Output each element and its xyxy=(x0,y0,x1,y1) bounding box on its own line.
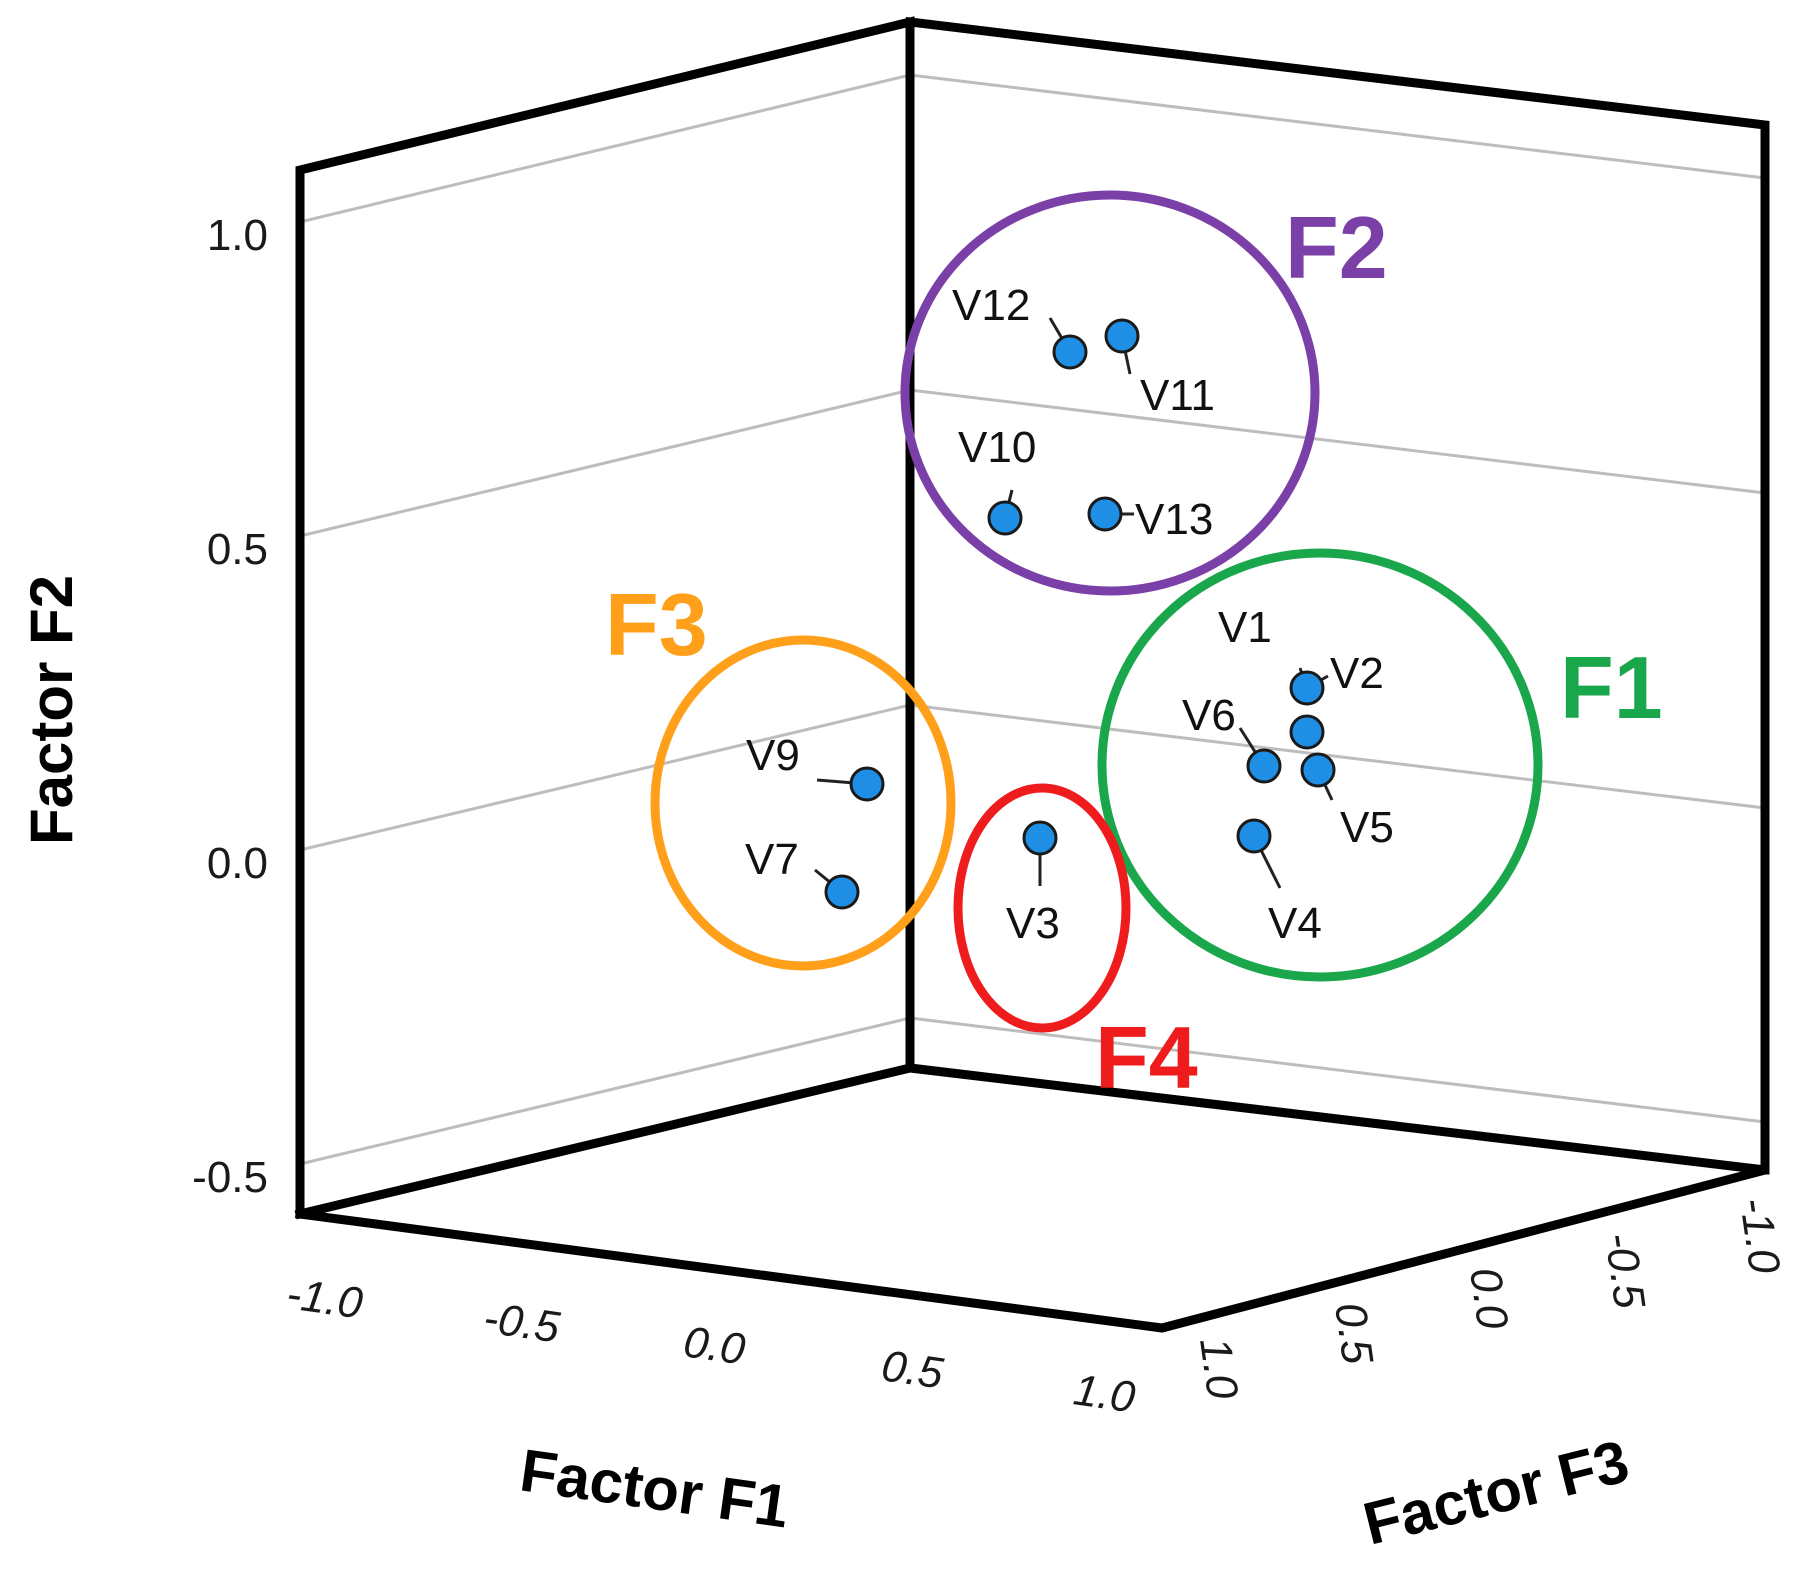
data-point-v2 xyxy=(1289,714,1325,750)
box-frame xyxy=(294,16,1770,1333)
y-tick: 1.0 xyxy=(207,211,268,260)
z-tick: -0.5 xyxy=(1595,1230,1654,1312)
x-tick: 0.5 xyxy=(879,1341,947,1398)
z-tick: 1.0 xyxy=(1190,1335,1247,1403)
x-tick: -0.5 xyxy=(481,1293,563,1352)
data-point-v6 xyxy=(1246,748,1282,784)
point-label-v6: V6 xyxy=(1182,691,1236,740)
x-tick: 1.0 xyxy=(1071,1365,1139,1422)
cluster-outline-f3 xyxy=(650,635,956,971)
x-tick: 0.0 xyxy=(681,1317,749,1374)
grid-left-0.0 xyxy=(299,703,911,852)
point-label-v9: V9 xyxy=(746,731,800,780)
z-tick: 0.5 xyxy=(1325,1300,1382,1368)
z-axis-title: Factor F3 xyxy=(1357,1427,1635,1557)
data-point-v12 xyxy=(1052,334,1088,370)
cluster-label-f2: F2 xyxy=(1285,198,1388,297)
point-label-v3: V3 xyxy=(1006,899,1060,948)
x-tick: -1.0 xyxy=(284,1269,366,1328)
cluster-outlines: F1 F2 F3 F4 xyxy=(605,190,1663,1107)
data-point-v7 xyxy=(824,874,860,910)
cluster-label-f3: F3 xyxy=(605,575,708,674)
point-label-v12: V12 xyxy=(952,281,1030,330)
point-label-v1: V1 xyxy=(1218,603,1272,652)
data-point-v13 xyxy=(1087,496,1123,532)
grid-right--0.5 xyxy=(909,1016,1766,1124)
grid-right-0.0 xyxy=(909,703,1766,810)
point-label-v11: V11 xyxy=(1140,371,1215,420)
z-tick: -1.0 xyxy=(1730,1195,1789,1277)
y-tick: -0.5 xyxy=(192,1153,268,1202)
cluster-outline-f1 xyxy=(1097,548,1543,982)
data-point-v10 xyxy=(987,500,1023,536)
frame-left-wall xyxy=(295,16,915,1219)
y-axis-title: Factor F2 xyxy=(18,575,85,845)
point-label-v5: V5 xyxy=(1340,803,1394,852)
z-axis: 1.0 0.5 0.0 -0.5 -1.0 Factor F3 xyxy=(1190,1195,1789,1558)
cluster-label-f4: F4 xyxy=(1095,1008,1198,1107)
data-point-v1 xyxy=(1289,670,1325,706)
grid-right-0.5 xyxy=(909,388,1766,495)
y-tick: 0.5 xyxy=(207,525,268,574)
grid-lines xyxy=(299,73,1766,1166)
cluster-label-f1: F1 xyxy=(1560,638,1663,737)
data-point-v5 xyxy=(1300,752,1336,788)
data-point-v11 xyxy=(1104,318,1140,354)
cluster-outline-f2 xyxy=(900,190,1320,596)
point-label-v13: V13 xyxy=(1135,495,1213,544)
point-label-v4: V4 xyxy=(1268,899,1322,948)
z-tick: 0.0 xyxy=(1460,1265,1517,1333)
data-point-v3 xyxy=(1022,820,1058,856)
grid-left-1.0 xyxy=(299,73,911,224)
grid-left-0.5 xyxy=(299,388,911,538)
data-points: V1 V2 V3 V4 V5 V6 V7 V9 V10 V11 V12 V13 xyxy=(745,281,1394,948)
point-label-v2: V2 xyxy=(1330,649,1384,698)
y-tick: 0.0 xyxy=(207,839,268,888)
grid-right-1.0 xyxy=(909,73,1766,180)
frame-right-wall xyxy=(904,16,1770,1175)
grid-left--0.5 xyxy=(299,1016,911,1166)
point-label-v7: V7 xyxy=(745,835,799,884)
cluster-outline-f4 xyxy=(953,783,1131,1033)
data-point-v4 xyxy=(1236,818,1272,854)
data-point-v9 xyxy=(849,766,885,802)
y-axis: 1.0 0.5 0.0 -0.5 Factor F2 xyxy=(18,211,268,1202)
point-label-v10: V10 xyxy=(958,423,1036,472)
frame-floor xyxy=(294,1063,1767,1333)
x-axis-title: Factor F1 xyxy=(516,1437,793,1541)
x-axis: -1.0 -0.5 0.0 0.5 1.0 Factor F1 xyxy=(284,1269,1139,1540)
